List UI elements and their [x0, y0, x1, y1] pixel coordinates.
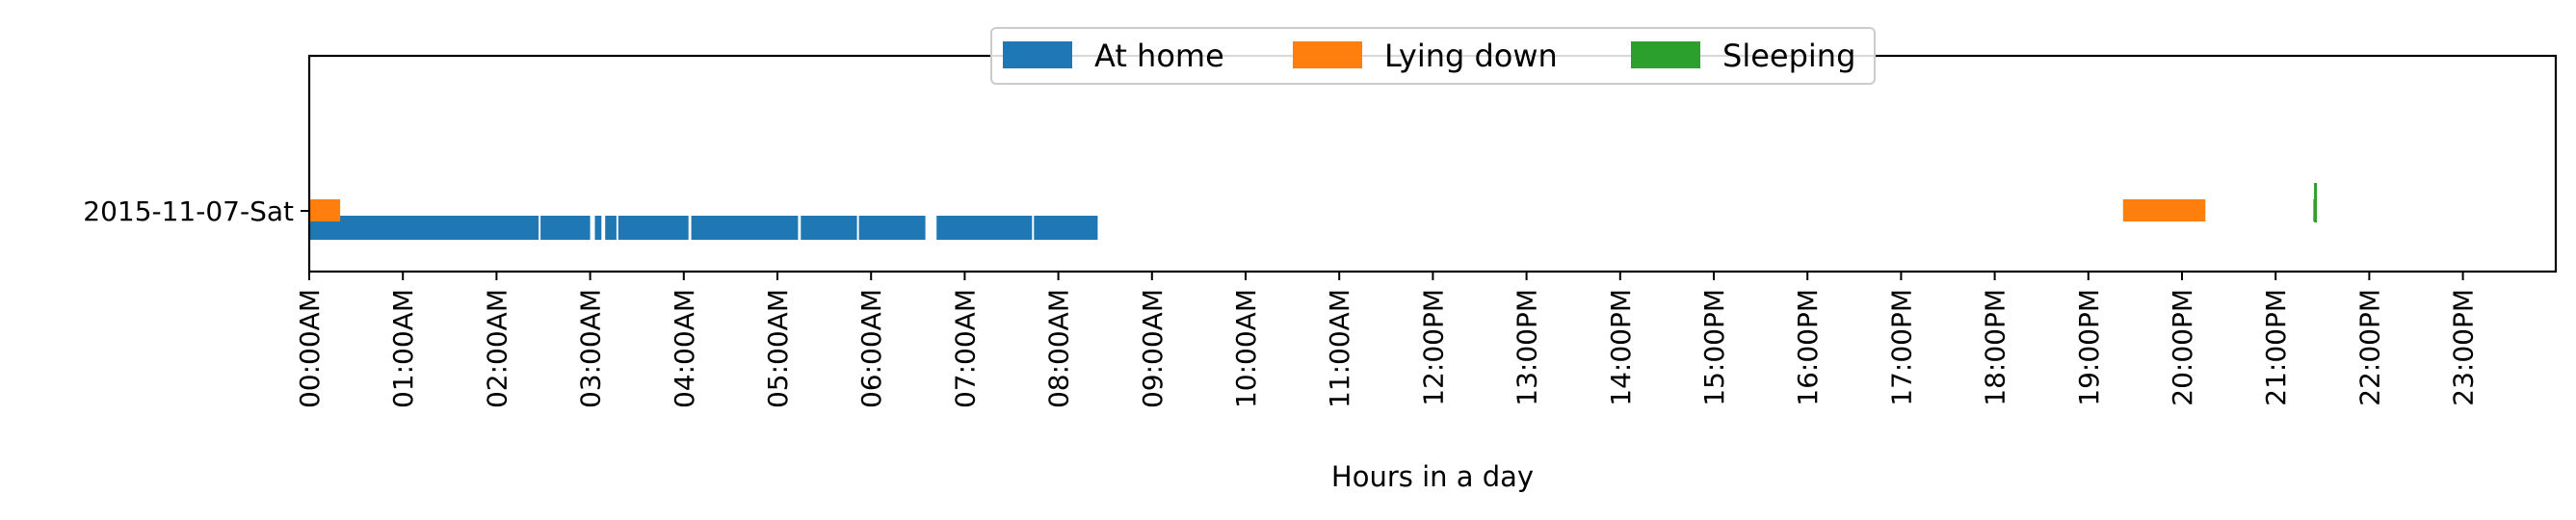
x-tick-label-18: 18:00PM [1980, 289, 2011, 406]
x-tick-label-1: 01:00AM [387, 289, 419, 408]
x-tick-label-6: 06:00AM [855, 289, 887, 408]
bar-at-home-4 [618, 216, 689, 240]
legend-swatch-sleeping [1631, 41, 1700, 68]
legend-label-at-home: At home [1094, 38, 1224, 74]
bar-at-home-8 [936, 216, 1033, 240]
legend-swatch-lying-down [1293, 41, 1362, 68]
x-axis-ticks: 00:00AM 01:00AM 02:00AM 03:00AM 04:00AM 05:00… [294, 272, 2480, 408]
x-tick-label-14: 14:00PM [1605, 289, 1637, 406]
x-tick-label-0: 00:00AM [294, 289, 326, 408]
bar-at-home-1 [540, 216, 591, 240]
bar-lying-down-0 [309, 199, 341, 221]
x-tick-label-22: 22:00PM [2353, 289, 2385, 406]
x-tick-label-5: 05:00AM [762, 289, 794, 408]
x-tick-label-11: 11:00AM [1324, 289, 1355, 408]
x-tick-label-7: 07:00AM [949, 289, 981, 408]
bar-lying-down-1 [2122, 199, 2206, 221]
x-tick-label-19: 19:00PM [2073, 289, 2105, 406]
legend-label-lying-down: Lying down [1384, 38, 1558, 74]
x-tick-label-8: 08:00AM [1043, 289, 1075, 408]
bar-at-home-5 [691, 216, 799, 240]
x-tick-label-21: 21:00PM [2260, 289, 2292, 406]
x-tick-label-17: 17:00PM [1885, 289, 1917, 406]
bar-sleeping-0 [2314, 183, 2318, 222]
bar-at-home-3 [605, 216, 617, 240]
x-tick-label-23: 23:00PM [2448, 289, 2480, 406]
x-tick-label-15: 15:00PM [1698, 289, 1730, 406]
x-tick-label-4: 04:00AM [669, 289, 700, 408]
bar-at-home-6 [801, 216, 857, 240]
bar-at-home-0 [309, 216, 539, 240]
timeline-bars [309, 183, 2318, 240]
y-axis-ticks: 2015-11-07-Sat [83, 195, 309, 227]
y-tick-label-0: 2015-11-07-Sat [83, 195, 294, 227]
x-tick-label-20: 20:00PM [2167, 289, 2198, 406]
x-tick-label-13: 13:00PM [1511, 289, 1543, 406]
x-tick-label-12: 12:00PM [1417, 289, 1449, 406]
x-axis-label: Hours in a day [1331, 460, 1534, 493]
x-tick-label-16: 16:00PM [1792, 289, 1824, 406]
bar-at-home-9 [1034, 216, 1098, 240]
x-tick-label-3: 03:00AM [575, 289, 607, 408]
x-tick-label-2: 02:00AM [481, 289, 513, 408]
legend: At home Lying down Sleeping [990, 27, 1876, 85]
legend-swatch-at-home [1003, 41, 1072, 68]
bar-at-home-2 [594, 216, 602, 240]
legend-label-sleeping: Sleeping [1722, 38, 1855, 74]
bar-at-home-7 [858, 216, 926, 240]
x-tick-label-9: 09:00AM [1137, 289, 1169, 408]
x-tick-label-10: 10:00AM [1230, 289, 1262, 408]
